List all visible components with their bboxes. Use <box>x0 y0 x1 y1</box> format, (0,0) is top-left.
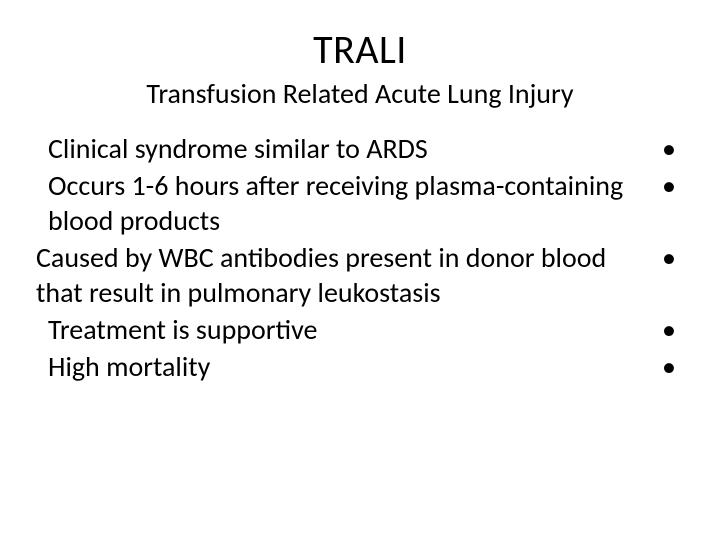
bullet-text: High mortality <box>40 349 648 384</box>
bullet-text: Clinical syndrome similar to ARDS <box>40 131 648 166</box>
bullet-icon: • <box>648 131 680 166</box>
slide-content: Clinical syndrome similar to ARDS • Occu… <box>30 131 690 384</box>
slide-subtitle: Transfusion Related Acute Lung Injury <box>30 76 690 111</box>
bullet-item: High mortality • <box>40 349 680 384</box>
bullet-icon: • <box>648 349 680 384</box>
slide-container: TRALI Transfusion Related Acute Lung Inj… <box>0 0 720 540</box>
bullet-icon: • <box>648 312 680 347</box>
bullet-item: Occurs 1-6 hours after receiving plasma-… <box>40 168 680 238</box>
bullet-icon: • <box>648 168 680 203</box>
bullet-icon: • <box>648 240 680 275</box>
bullet-text: Treatment is supportive <box>40 312 648 347</box>
bullet-item: Caused by WBC antibodies present in dono… <box>28 240 680 310</box>
slide-title: TRALI <box>30 25 690 74</box>
bullet-item: Treatment is supportive • <box>40 312 680 347</box>
bullet-text: Occurs 1-6 hours after receiving plasma-… <box>40 168 648 238</box>
bullet-text: Caused by WBC antibodies present in dono… <box>28 240 648 310</box>
bullet-item: Clinical syndrome similar to ARDS • <box>40 131 680 166</box>
